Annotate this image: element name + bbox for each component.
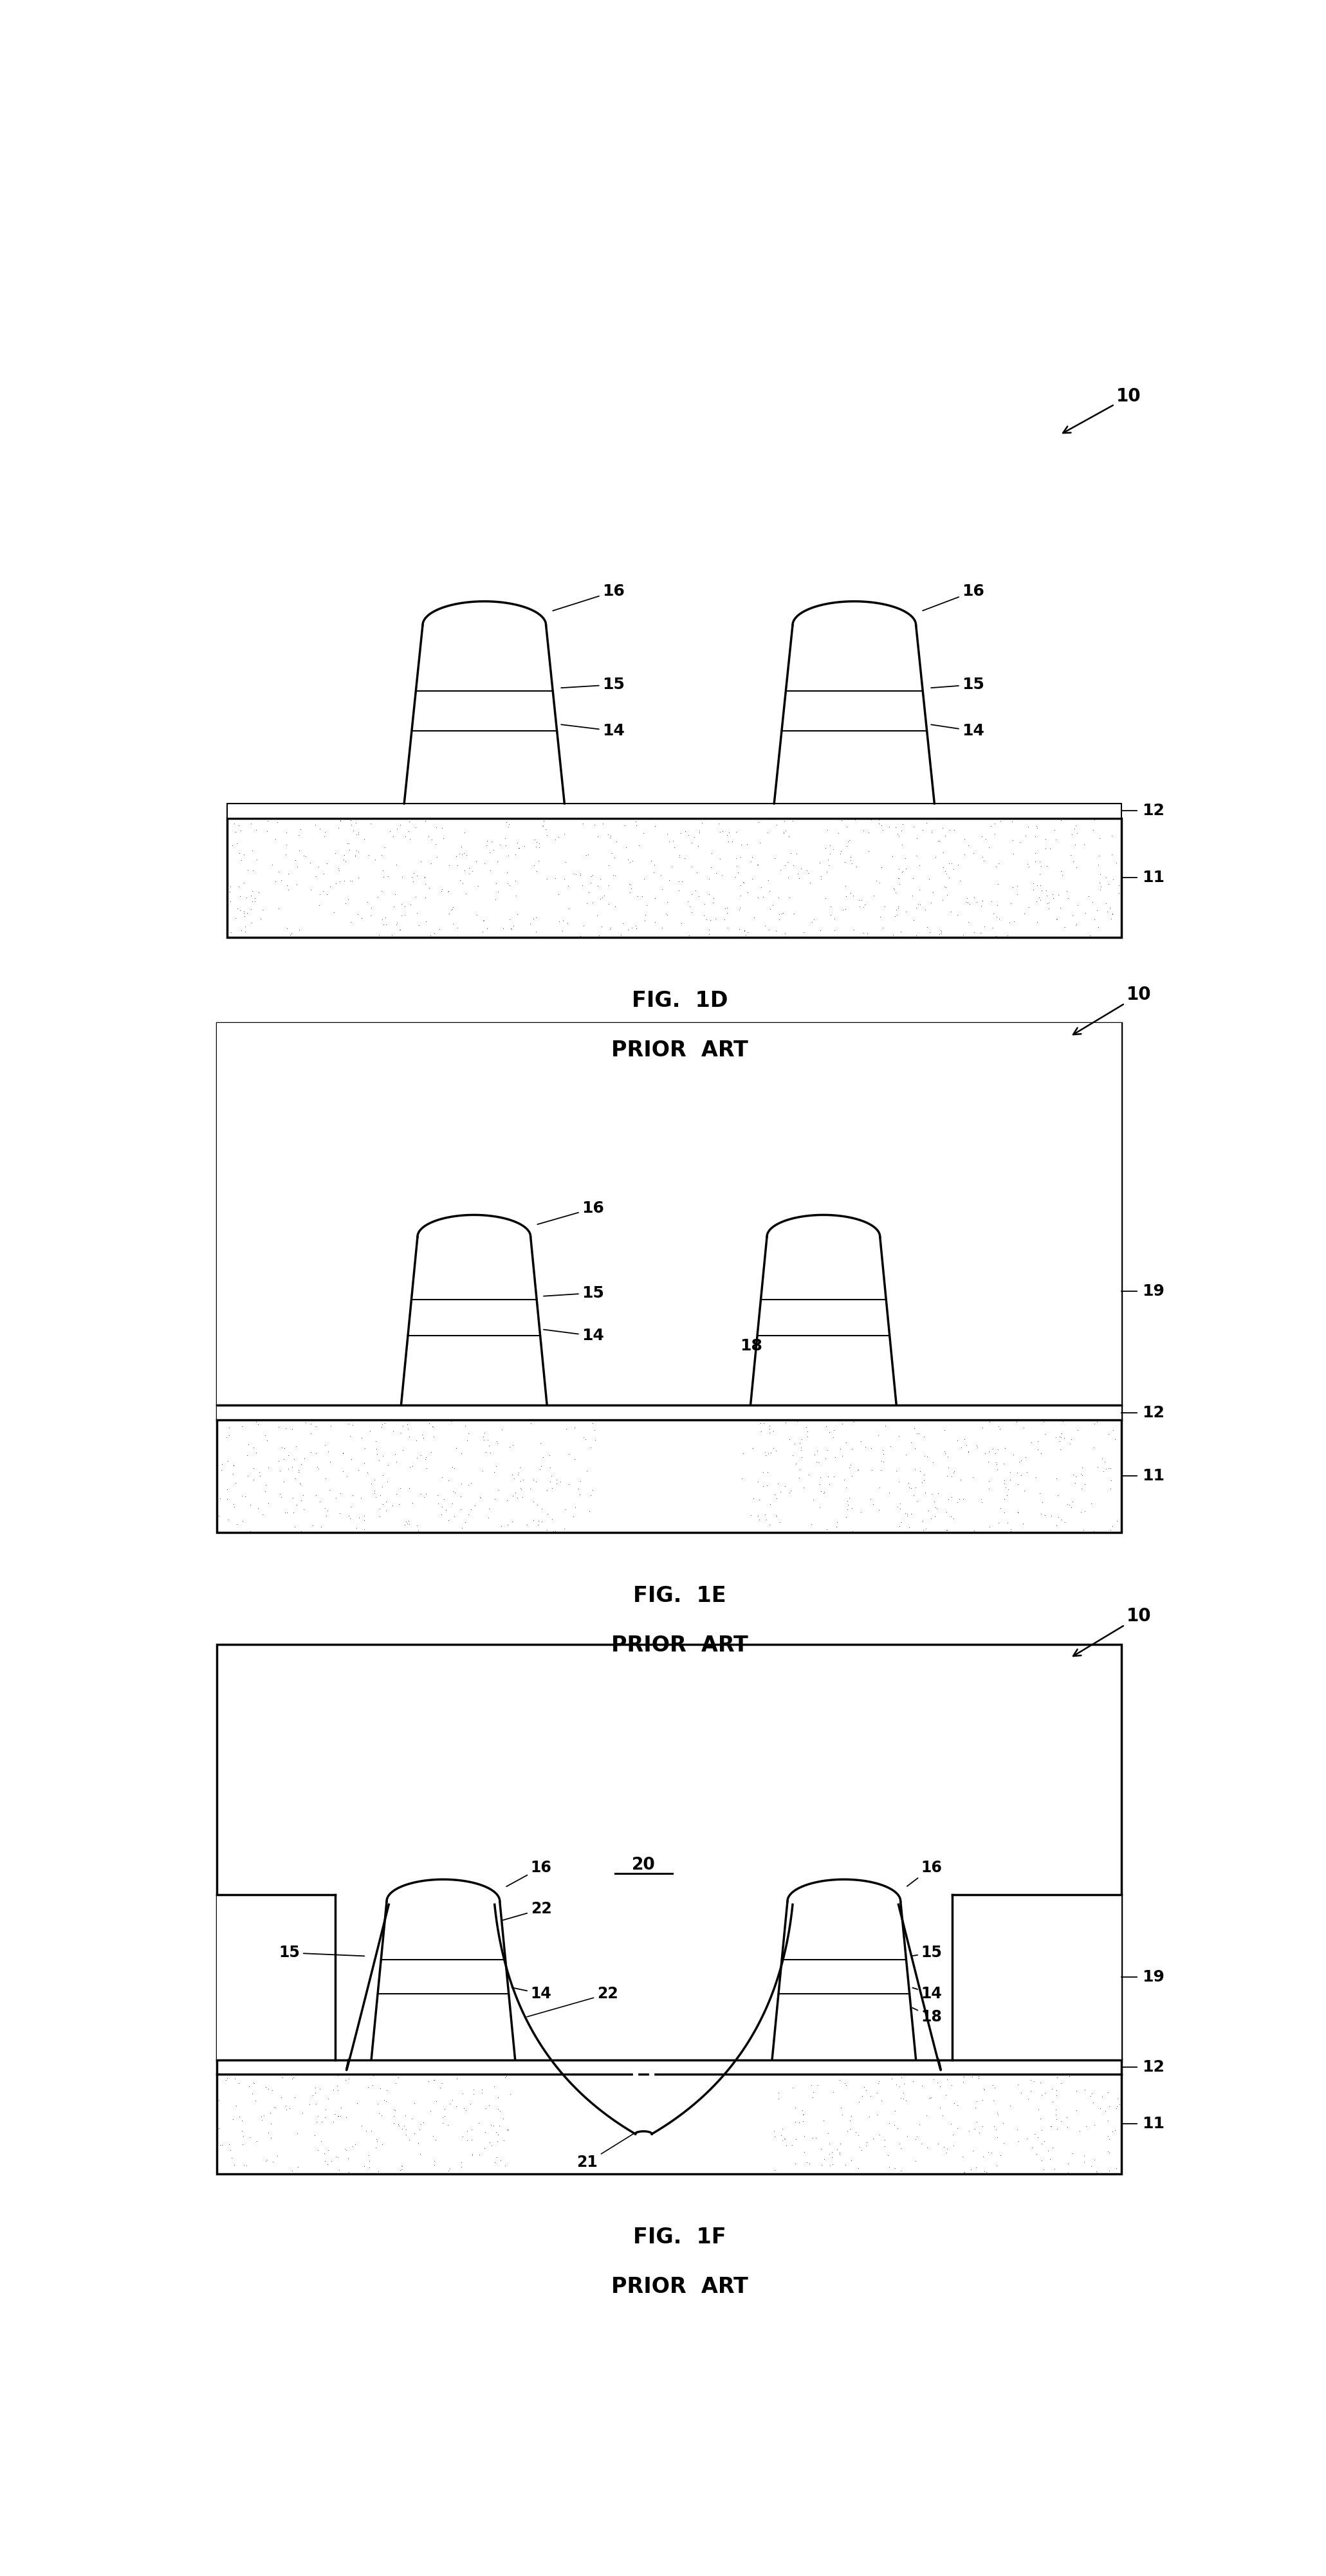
Bar (228, 819, 1122, 938)
Text: 10: 10 (1073, 987, 1151, 1036)
Text: 15: 15 (931, 677, 985, 693)
Bar (217, 1406, 1122, 1419)
Text: 19: 19 (1142, 1971, 1164, 1986)
Bar (217, 1893, 335, 2061)
Bar (228, 804, 1122, 819)
Text: 14: 14 (912, 1986, 943, 2002)
Text: 12: 12 (1142, 804, 1164, 819)
Text: 11: 11 (1142, 1468, 1164, 1484)
Bar (472, 1893, 815, 2061)
Text: 15: 15 (912, 1945, 943, 1960)
Text: 11: 11 (1142, 871, 1164, 886)
Text: 14: 14 (544, 1329, 605, 1345)
Text: 14: 14 (512, 1986, 552, 2002)
Text: 16: 16 (537, 1200, 605, 1224)
Text: 14: 14 (561, 724, 625, 739)
Text: PRIOR  ART: PRIOR ART (611, 2277, 748, 2298)
Text: 16: 16 (907, 1860, 943, 1886)
Text: 10: 10 (1063, 386, 1142, 433)
Bar (217, 1023, 1122, 1406)
Text: PRIOR  ART: PRIOR ART (611, 1636, 748, 1656)
Text: 16: 16 (507, 1860, 552, 1886)
Bar (217, 1643, 1122, 2174)
Text: 18: 18 (740, 1337, 762, 1352)
Bar (217, 1023, 1122, 1533)
Polygon shape (627, 2074, 660, 2133)
Text: 12: 12 (1142, 1404, 1164, 1419)
Text: FIG.  1E: FIG. 1E (633, 1584, 727, 1607)
Text: 10: 10 (1073, 1607, 1151, 1656)
Text: 16: 16 (923, 585, 985, 611)
Text: PRIOR  ART: PRIOR ART (611, 1041, 748, 1061)
Text: 16: 16 (553, 585, 625, 611)
Text: 15: 15 (544, 1285, 605, 1301)
Text: 12: 12 (1142, 2058, 1164, 2074)
Text: 21: 21 (577, 2130, 636, 2169)
Text: 11: 11 (1142, 2117, 1164, 2133)
Text: 14: 14 (931, 724, 985, 739)
Text: 20: 20 (631, 1857, 655, 1873)
Text: FIG.  1F: FIG. 1F (633, 2226, 727, 2249)
Text: 15: 15 (278, 1945, 365, 1960)
Text: 22: 22 (501, 1901, 552, 1922)
Bar (952, 1893, 1122, 2061)
Text: 19: 19 (1142, 1283, 1164, 1298)
Text: 18: 18 (912, 2007, 943, 2025)
Text: 22: 22 (526, 1986, 618, 2017)
Text: FIG.  1D: FIG. 1D (631, 989, 728, 1012)
Text: 15: 15 (561, 677, 625, 693)
